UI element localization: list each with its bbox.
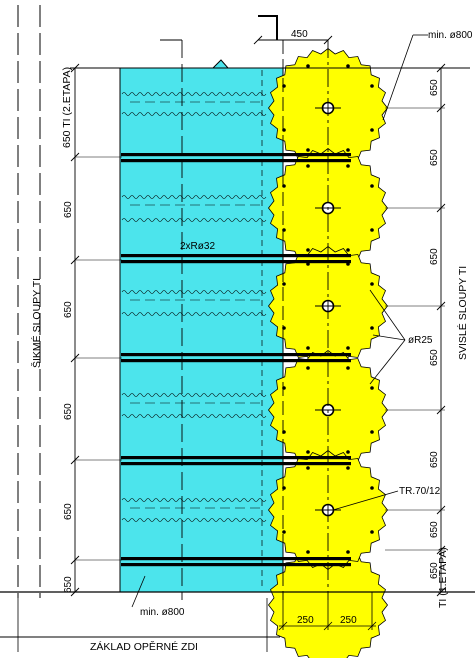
leader-r25-a xyxy=(369,289,406,341)
rebar-dot xyxy=(370,128,374,132)
rebar-bar xyxy=(121,456,351,460)
leader-tube xyxy=(332,490,399,511)
wavy-line xyxy=(121,393,267,397)
rebar-dot xyxy=(306,366,310,370)
right-dim-value: 650 xyxy=(429,248,440,265)
top-step-mark xyxy=(258,15,278,40)
wavy-line xyxy=(121,218,267,222)
rebar-dot xyxy=(346,248,350,252)
rebar-bar xyxy=(121,462,351,466)
rebar-dot xyxy=(346,346,350,350)
rebar-dot xyxy=(370,326,374,330)
wavy-line xyxy=(121,414,267,418)
wavy-line xyxy=(121,312,267,316)
wavy-line xyxy=(121,92,267,96)
dim-250-left: 250 xyxy=(297,615,314,626)
right-dim-value: 650 xyxy=(429,79,440,96)
rebar-bar xyxy=(121,153,351,157)
wavy-line xyxy=(121,498,267,502)
rebar-bar xyxy=(121,159,351,163)
min-diameter-bottom: min. ø800 xyxy=(140,607,185,618)
right-dim-value: 650 xyxy=(429,451,440,468)
left-dim-value: 650 xyxy=(63,201,74,218)
rebar-dot xyxy=(370,430,374,434)
rebar-dot xyxy=(346,466,350,470)
wavy-line xyxy=(121,518,267,522)
leader-min-top xyxy=(382,34,414,121)
top-dim-tick-2 xyxy=(323,35,333,45)
left-dim-value: 650 xyxy=(63,301,74,318)
rebar-dot xyxy=(306,346,310,350)
rebar-dot xyxy=(370,184,374,188)
rebar-dot xyxy=(346,366,350,370)
stage-bottom-label: TI (1.ETAPA) xyxy=(437,547,449,608)
vertical-columns-label: SVISLÉ SLOUPY TI xyxy=(456,266,469,360)
rebar-dot xyxy=(370,486,374,490)
rebar-dot xyxy=(306,148,310,152)
rebar-pair-label: 2xRø32 xyxy=(180,241,215,252)
right-dim-value: 650 xyxy=(429,349,440,366)
left-dim-value: 650 xyxy=(63,576,74,593)
rebar-dot xyxy=(370,530,374,534)
rebar-bar xyxy=(121,260,351,264)
rebar-bar xyxy=(121,563,351,567)
rebar-bar xyxy=(121,359,351,363)
min-diameter-top: min. ø800 xyxy=(428,30,473,41)
rebar-dot xyxy=(306,550,310,554)
right-dimension-chain: 650 650 650 650 650 650 650 xyxy=(385,63,446,597)
wavy-line xyxy=(121,112,267,116)
rebar-dot xyxy=(306,64,310,68)
wavy-line xyxy=(121,290,267,294)
rebar-dot xyxy=(346,164,350,168)
rebar-dot xyxy=(306,164,310,168)
top-dim-tick-1 xyxy=(253,35,263,45)
bottom-tick-1 xyxy=(278,621,288,631)
stage-top-label: 650 TI (2.ETAPA) xyxy=(61,67,73,148)
top-dimension-text: 450 xyxy=(291,29,308,40)
rebar-bar xyxy=(121,353,351,357)
right-dim-value: 650 xyxy=(429,562,440,579)
oblique-column-body xyxy=(119,59,284,593)
rebar-bar xyxy=(121,254,351,258)
right-dim-value: 650 xyxy=(429,521,440,538)
rebar-dot xyxy=(282,282,286,286)
rebar-dot xyxy=(306,466,310,470)
rebar-dot xyxy=(370,84,374,88)
leader-min-bottom xyxy=(131,575,146,608)
leader-r25-b xyxy=(372,334,406,341)
wavy-lines xyxy=(121,92,267,522)
rebar-pairs xyxy=(121,153,351,567)
rebar-dot xyxy=(370,228,374,232)
rebar-bar xyxy=(121,557,351,561)
footing-label: ZÁKLAD OPĚRNÉ ZDI xyxy=(90,640,198,653)
tube-label: TR.70/12 xyxy=(399,486,441,497)
rebar-dot xyxy=(346,148,350,152)
rebar-dot xyxy=(306,248,310,252)
dim-250-right: 250 xyxy=(340,615,357,626)
rebar-dot xyxy=(346,64,350,68)
rebar-dot xyxy=(370,386,374,390)
rebar-dot xyxy=(346,550,350,554)
rebar-dot xyxy=(306,450,310,454)
wavy-line xyxy=(121,195,267,199)
rebar-r25-label: øR25 xyxy=(408,335,433,346)
left-dim-value: 650 xyxy=(63,403,74,420)
leader-r25-c xyxy=(369,339,406,385)
left-dimension-chain: 650 650 650 650 650 xyxy=(63,63,122,597)
bottom-tick-2 xyxy=(323,621,333,631)
right-dim-value: 650 xyxy=(429,149,440,166)
oblique-columns-label: ŠIKMÉ SLOUPY TI xyxy=(30,278,43,368)
rebar-dot xyxy=(370,282,374,286)
rebar-dot xyxy=(282,530,286,534)
rebar-dot xyxy=(346,450,350,454)
left-dim-value: 650 xyxy=(63,503,74,520)
bottom-tick-3 xyxy=(367,621,377,631)
